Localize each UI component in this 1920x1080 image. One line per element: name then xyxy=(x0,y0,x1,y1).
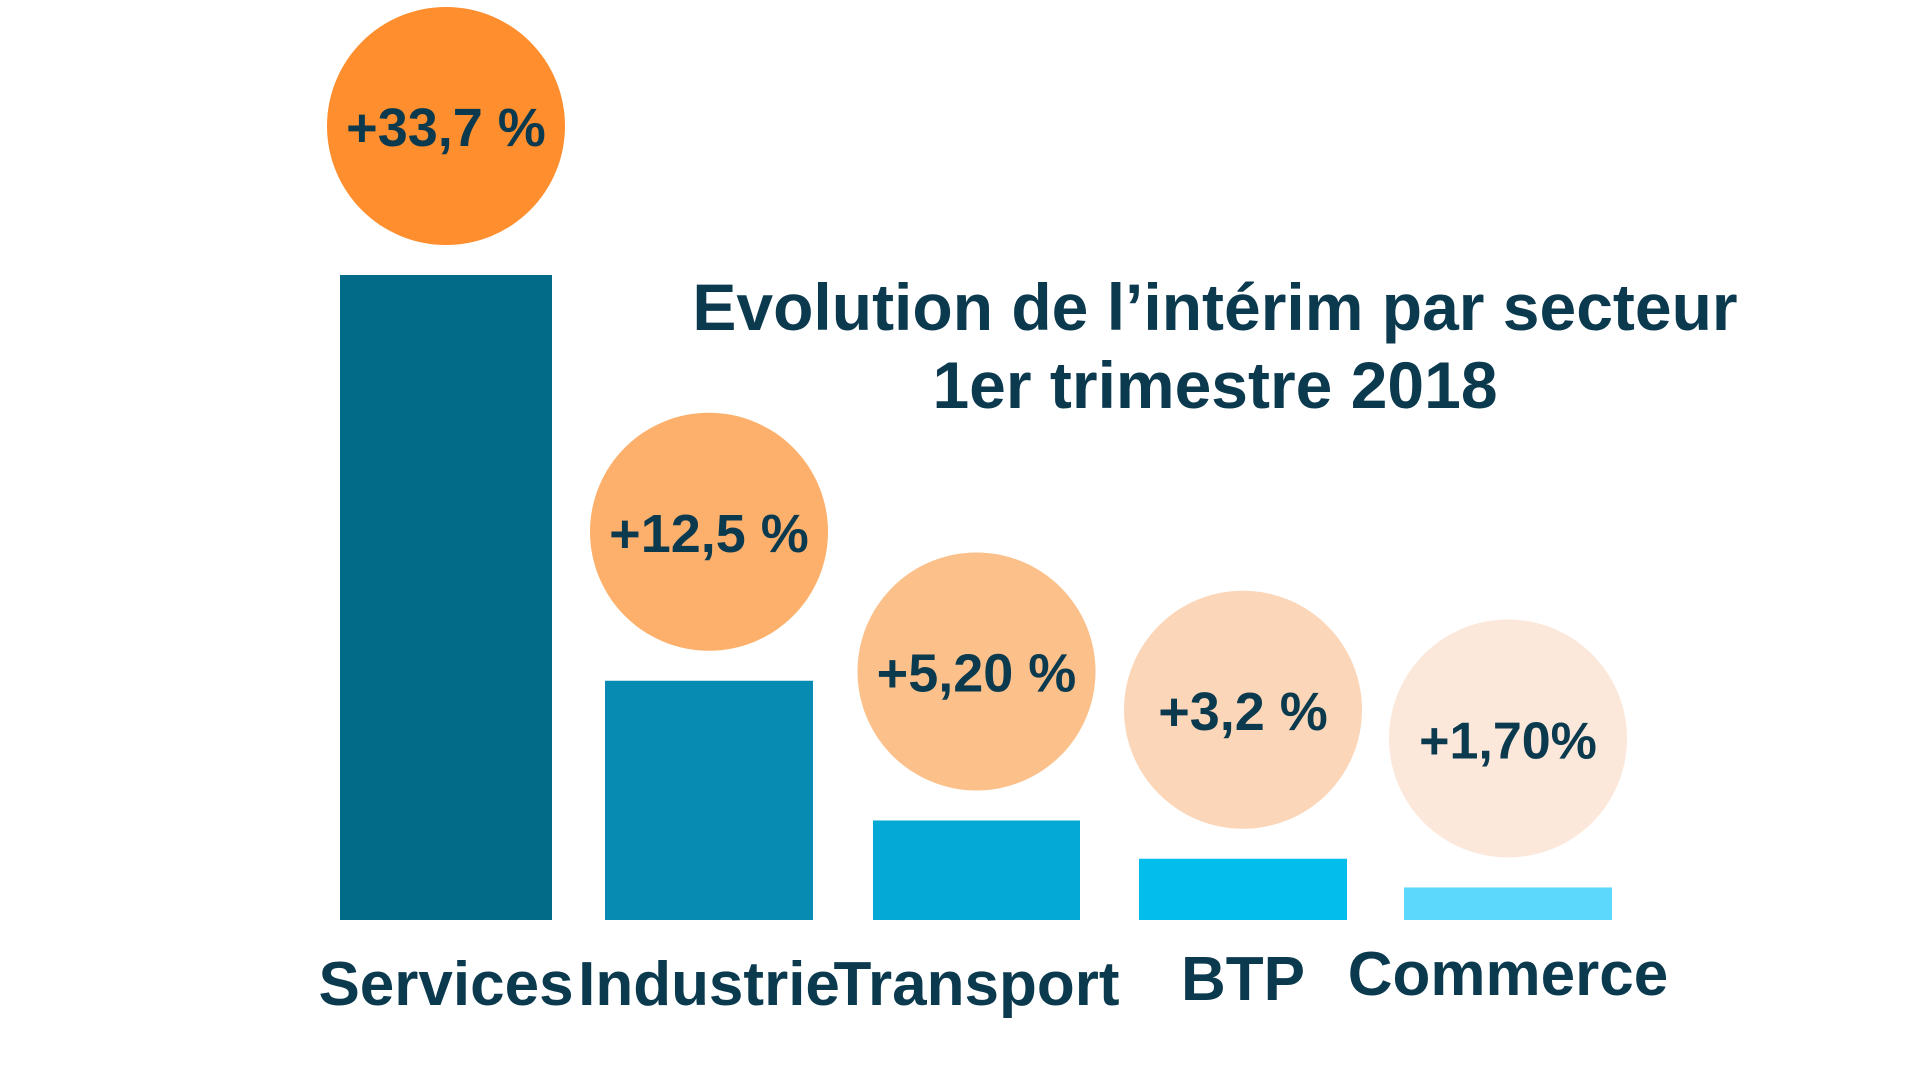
bar-services xyxy=(340,275,552,920)
value-bubble-industrie xyxy=(590,412,828,651)
value-bubble-btp xyxy=(1124,590,1362,829)
category-label-btp: BTP xyxy=(1181,945,1305,1014)
category-label-industrie: Industrie xyxy=(578,950,840,1019)
data-label-btp: +3,2 % xyxy=(1158,682,1328,742)
chart-subtitle: 1er trimestre 2018 xyxy=(932,348,1497,422)
category-label-services: Services xyxy=(318,950,573,1019)
bar-btp xyxy=(1139,858,1347,920)
data-label-services: +33,7 % xyxy=(346,98,546,158)
bar-transport xyxy=(873,820,1080,920)
bar-industrie xyxy=(605,680,813,920)
data-label-industrie: +12,5 % xyxy=(609,504,809,564)
category-label-transport: Transport xyxy=(834,950,1120,1019)
bar-commerce xyxy=(1404,887,1612,920)
chart-title: Evolution de l’intérim par secteur xyxy=(692,270,1737,344)
value-bubble-services xyxy=(327,7,565,245)
data-label-transport: +5,20 % xyxy=(877,643,1077,703)
value-bubble-transport xyxy=(857,552,1096,791)
category-label-commerce: Commerce xyxy=(1348,940,1668,1009)
value-bubble-commerce xyxy=(1389,619,1627,858)
data-label-commerce: +1,70% xyxy=(1419,712,1597,770)
